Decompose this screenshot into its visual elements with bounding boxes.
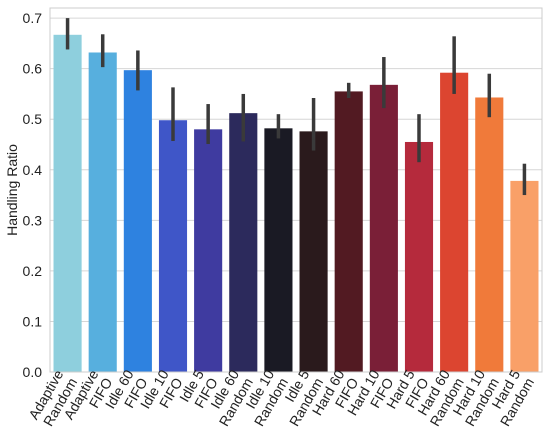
y-tick-label: 0.2 [23, 263, 43, 279]
bars [53, 34, 539, 373]
y-tick-label: 0.3 [23, 212, 43, 228]
error-bars [65, 18, 527, 196]
bar [369, 84, 398, 372]
bar [334, 91, 363, 373]
bar [123, 70, 152, 372]
bar [194, 129, 223, 372]
plot-frame [49, 7, 543, 373]
y-axis-label: Handling Ratio [4, 144, 20, 236]
bar [53, 34, 82, 373]
y-tick-label: 0.7 [23, 10, 43, 26]
bar [264, 128, 293, 372]
bar [404, 141, 434, 372]
bar [158, 120, 188, 372]
bar [440, 72, 469, 372]
bar [229, 113, 258, 373]
y-tick-labels: 0.0 0.1 0.2 0.3 0.4 0.5 0.6 0.7 [23, 10, 43, 380]
bar [475, 97, 504, 372]
y-tick-label: 0.0 [23, 364, 43, 380]
y-tick-label: 0.1 [23, 313, 43, 329]
bar [88, 52, 117, 372]
y-tick-label: 0.6 [23, 61, 43, 77]
bar [510, 180, 539, 372]
y-tick-label: 0.4 [23, 162, 43, 178]
y-tick-label: 0.5 [23, 111, 43, 127]
bar [299, 131, 328, 372]
